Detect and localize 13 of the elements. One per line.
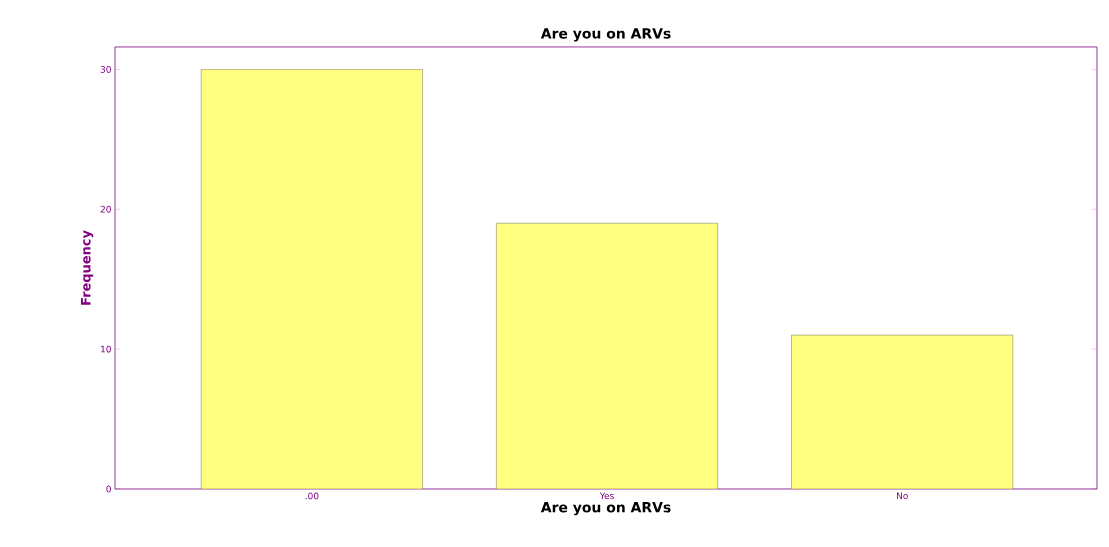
y-tick-label: 30 bbox=[100, 65, 111, 73]
x-tick-label: No bbox=[896, 492, 908, 500]
bar bbox=[496, 223, 718, 489]
x-tick-label: Yes bbox=[599, 492, 614, 500]
x-axis-title: Are you on ARVs bbox=[540, 502, 671, 516]
x-tick-label: .00 bbox=[305, 492, 319, 500]
y-tick-label: 0 bbox=[106, 485, 111, 493]
y-tick-label: 20 bbox=[100, 205, 111, 213]
y-tick-label: 10 bbox=[101, 345, 111, 353]
chart-title: Are you on ARVs bbox=[540, 28, 671, 42]
y-axis-title: Frequency bbox=[81, 230, 94, 305]
bar bbox=[791, 334, 1014, 489]
bar bbox=[201, 69, 423, 489]
